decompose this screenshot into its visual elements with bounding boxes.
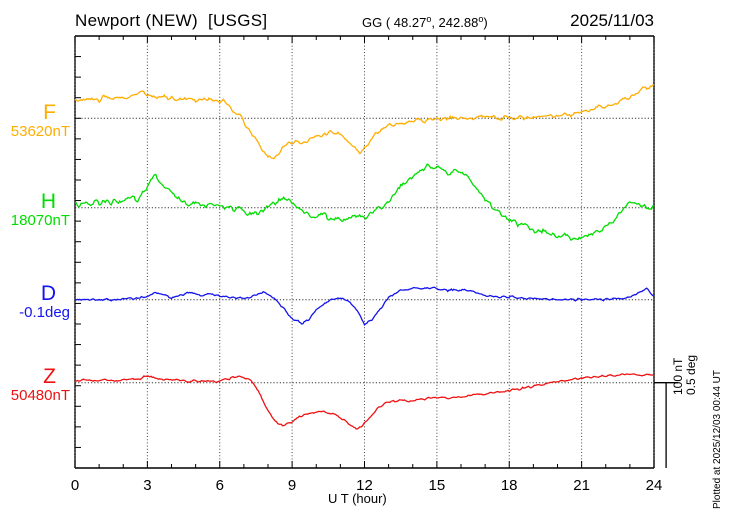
svg-text:21: 21 [573, 477, 590, 494]
svg-text:0: 0 [71, 477, 79, 494]
svg-text:9: 9 [288, 477, 296, 494]
svg-text:3: 3 [143, 477, 151, 494]
svg-text:24: 24 [646, 477, 663, 494]
svg-text:15: 15 [429, 477, 446, 494]
svg-text:18: 18 [501, 477, 518, 494]
svg-text:6: 6 [216, 477, 224, 494]
svg-text:12: 12 [356, 477, 373, 494]
